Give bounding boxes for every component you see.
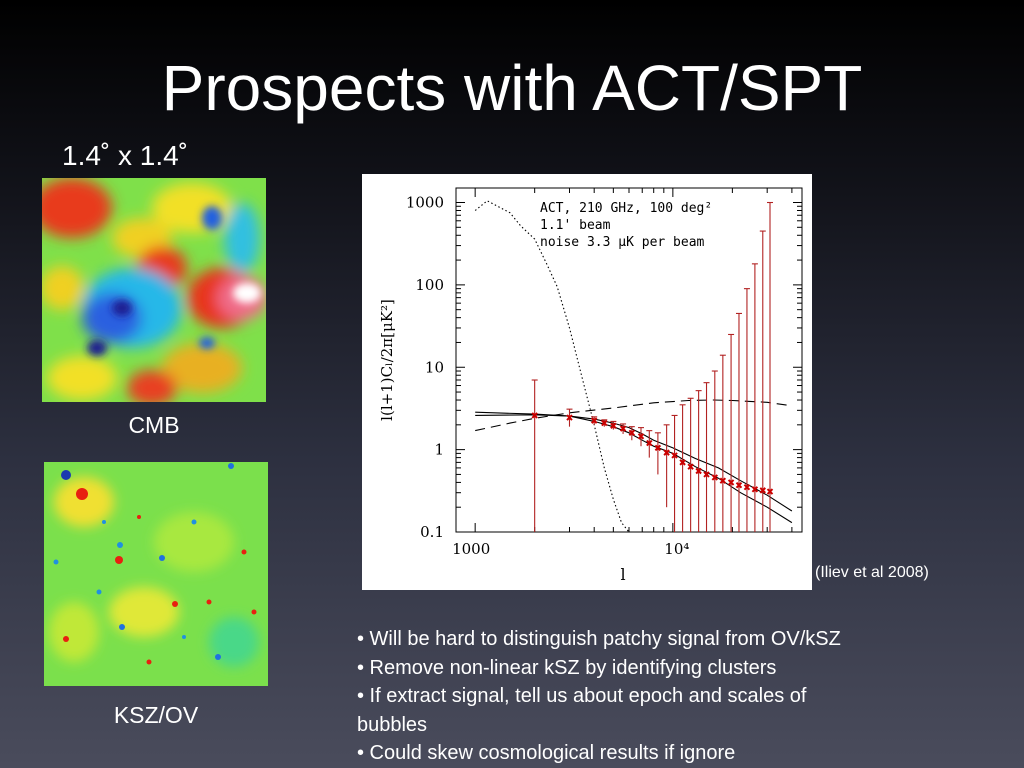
y-tick-label: 1	[434, 441, 444, 459]
y-tick-label: 10	[425, 358, 444, 376]
citation: (Iliev et al 2008)	[815, 564, 929, 581]
bullet-item: • Remove non-linear kSZ by identifying c…	[357, 656, 777, 679]
data-point-marker	[679, 459, 686, 466]
series-solid-line	[475, 414, 793, 512]
data-point-marker	[711, 474, 719, 481]
data-point-marker	[703, 471, 710, 478]
bullet-item: • Could skew cosmological results if ign…	[357, 742, 736, 764]
chart-svg: 0.1 1 10 100 1000 1000 10⁴ l l(l+1)Cₗ/2π[μK²] ACT…	[378, 187, 803, 584]
data-point-marker	[531, 412, 538, 419]
series-dotted-line	[474, 200, 630, 533]
data-point-marker	[590, 417, 598, 424]
chart-annotation: noise 3.3 μK per beam	[540, 235, 705, 250]
data-point-marker	[719, 477, 727, 484]
y-tick-label: 100	[415, 276, 444, 294]
y-tick-label: 1000	[406, 194, 444, 212]
bullet-list: • Will be hard to distinguish patchy sig…	[357, 625, 957, 768]
bullet-item: • Will be hard to distinguish patchy sig…	[357, 628, 841, 650]
data-point-marker	[671, 452, 678, 459]
ksz-caption: KSZ/OV	[113, 702, 199, 728]
data-point-marker	[663, 449, 670, 456]
data-point-marker	[654, 444, 662, 452]
chart-annotation: 1.1' beam	[540, 218, 611, 233]
x-axis-label: l	[620, 565, 625, 584]
data-point-marker	[751, 486, 759, 493]
x-tick-label: 1000	[452, 540, 490, 558]
data-point-marker	[601, 419, 608, 427]
cmb-caption: CMB	[128, 412, 180, 438]
data-point-marker	[727, 479, 735, 486]
data-point-marker	[610, 422, 617, 429]
series-solid-line	[475, 411, 793, 524]
slide-title: Prospects with ACT/SPT	[161, 52, 863, 124]
data-point-marker	[646, 439, 653, 447]
series-dashed-line	[475, 399, 792, 432]
data-point-marker	[566, 414, 573, 421]
data-point-marker	[637, 433, 645, 440]
data-point-marker	[619, 425, 627, 432]
chart-annotation: ACT, 210 GHz, 100 deg²	[540, 201, 712, 216]
cmb-map-image	[42, 178, 266, 402]
bullet-item: bubbles	[357, 713, 428, 736]
ksz-map-image	[44, 462, 268, 686]
data-point-marker	[687, 463, 694, 470]
data-point-marker	[759, 487, 766, 494]
data-point-marker	[628, 429, 636, 437]
data-point-marker	[695, 467, 702, 475]
y-tick-label: 0.1	[420, 523, 444, 541]
y-axis-label: l(l+1)Cₗ/2π[μK²]	[378, 299, 396, 421]
data-point-marker	[743, 483, 751, 491]
power-spectrum-chart: 0.1 1 10 100 1000 1000 10⁴ l l(l+1)Cₗ/2π[μK²] ACT…	[362, 174, 812, 590]
data-point-marker	[766, 488, 774, 495]
data-point-marker	[735, 481, 743, 489]
map-scale-label: 1.4˚ x 1.4˚	[62, 140, 189, 171]
bullet-item: • If extract signal, tell us about epoch…	[357, 685, 807, 707]
x-tick-label: 10⁴	[664, 540, 689, 558]
